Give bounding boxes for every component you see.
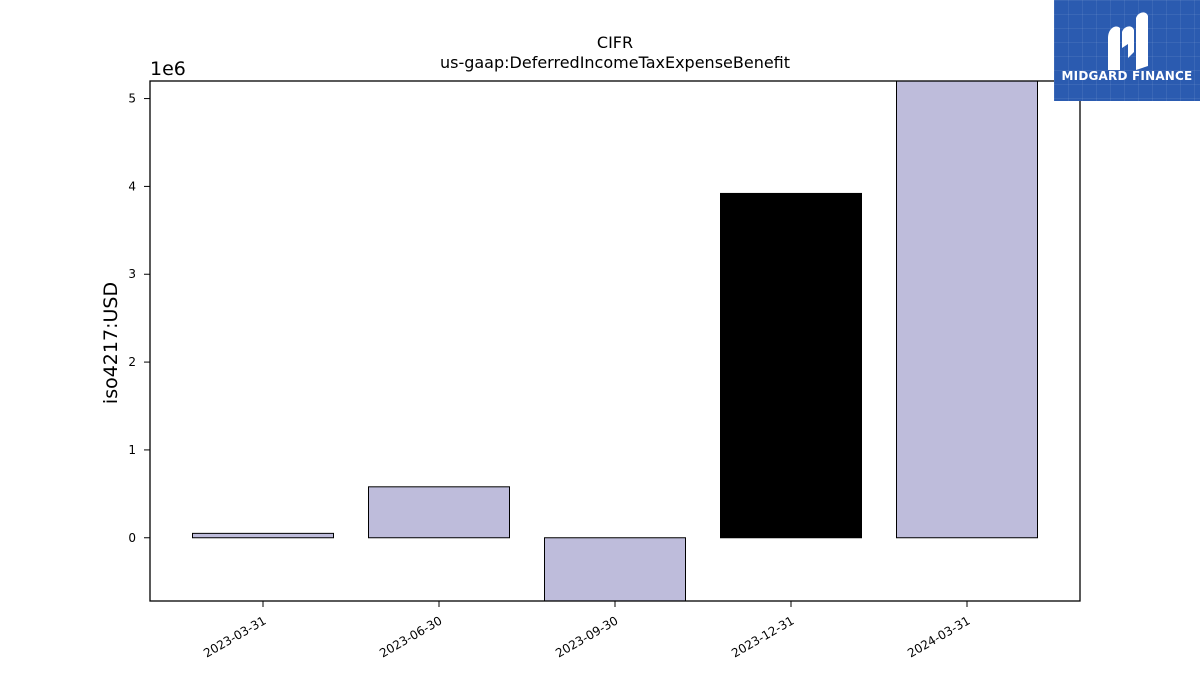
x-tick-label: 2023-09-30 [553, 613, 620, 660]
y-tick-label: 2 [128, 355, 136, 369]
x-ticks-group: 2023-03-31 2023-06-30 2023-09-30 2023-12-31… [201, 601, 973, 660]
midgard-finance-logo: MIDGARD FINANCE [1054, 0, 1200, 101]
y-tick-label: 0 [128, 531, 136, 545]
chart-title: CIFR [597, 33, 633, 52]
bar-2023-03-31 [192, 532, 334, 539]
y-tick-label: 5 [128, 92, 136, 106]
y-ticks-group: 0 1 2 3 4 5 [128, 92, 150, 545]
logo-text: MIDGARD FINANCE [1061, 69, 1193, 83]
x-tick-label: 2024-03-31 [905, 613, 972, 660]
logo-grid-pattern [1054, 0, 1200, 101]
plot-frame [149, 80, 1081, 602]
bar-2024-03-31 [896, 80, 1038, 539]
y-axis-label: iso4217:USD [100, 282, 122, 404]
bars-group [192, 80, 1038, 602]
bar-2023-12-31 [720, 192, 862, 539]
bar-2023-06-30 [368, 486, 510, 539]
y-tick-label: 4 [128, 179, 136, 193]
y-scale-label: 1e6 [150, 58, 186, 80]
chart-subtitle: us-gaap:DeferredIncomeTaxExpenseBenefit [440, 53, 790, 72]
y-tick-label: 1 [128, 443, 136, 457]
x-tick-label: 2023-06-30 [377, 613, 444, 660]
x-tick-label: 2023-12-31 [729, 613, 796, 660]
y-tick-label: 3 [128, 267, 136, 281]
bar-2023-09-30 [544, 537, 686, 602]
logo-mark-icon [1108, 12, 1148, 70]
x-tick-label: 2023-03-31 [201, 613, 268, 660]
